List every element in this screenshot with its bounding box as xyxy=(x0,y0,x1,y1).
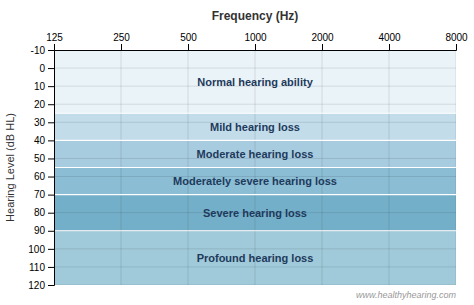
tick-label: 120 xyxy=(28,280,45,291)
band-label: Severe hearing loss xyxy=(203,207,307,219)
tick-label: 70 xyxy=(34,189,46,200)
band-labels: Normal hearing ability Mild hearing loss M… xyxy=(173,76,337,264)
x-axis-title: Frequency (Hz) xyxy=(212,9,299,23)
grid-line xyxy=(54,140,456,141)
tick-label: 100 xyxy=(28,244,45,255)
tick: 0 xyxy=(39,63,54,74)
grid-line xyxy=(54,230,456,231)
tick: -10 xyxy=(31,45,54,56)
tick-label: 10 xyxy=(34,81,46,92)
tick-label: 90 xyxy=(34,225,46,236)
tick: 30 xyxy=(34,117,54,128)
band-separator xyxy=(54,230,456,231)
tick-label: 30 xyxy=(34,117,46,128)
x-axis: 125 250 500 1000 2000 4000 8000 xyxy=(46,32,468,51)
y-axis: -10 0 10 20 30 40 50 60 70 80 90 100 110 120 xyxy=(28,45,54,291)
tick-label: 1000 xyxy=(244,32,267,43)
tick-label: 50 xyxy=(34,153,46,164)
tick: 80 xyxy=(34,207,54,218)
band-label: Profound hearing loss xyxy=(197,252,314,264)
grid-line xyxy=(54,248,456,249)
grid-line xyxy=(54,68,456,69)
chart: Normal hearing ability Mild hearing loss M… xyxy=(0,0,474,305)
tick-mark xyxy=(48,68,54,69)
annotation: www.healthyhearing.com xyxy=(356,290,457,300)
tick: 90 xyxy=(34,225,54,236)
tick-label: 4000 xyxy=(378,32,401,43)
tick-mark xyxy=(48,267,54,268)
tick-label: 125 xyxy=(46,32,63,43)
tick-label: 40 xyxy=(34,135,46,146)
band-label: Normal hearing ability xyxy=(197,76,313,88)
band-separator xyxy=(54,140,456,141)
tick-mark xyxy=(389,44,390,50)
tick-mark xyxy=(54,44,55,50)
tick: 110 xyxy=(29,262,54,273)
band-label: Moderately severe hearing loss xyxy=(173,175,337,187)
tick: 50 xyxy=(34,153,54,164)
tick-mark xyxy=(48,195,54,196)
tick-label: 20 xyxy=(34,99,46,110)
axis-line xyxy=(48,51,55,286)
tick-label: 110 xyxy=(29,262,45,273)
tick: 250 xyxy=(113,32,130,50)
tick-label: 0 xyxy=(39,63,45,74)
tick-mark xyxy=(48,213,54,214)
axis-line xyxy=(55,44,457,51)
tick: 4000 xyxy=(378,32,401,50)
tick-label: 8000 xyxy=(445,32,468,43)
tick-mark xyxy=(48,231,54,232)
tick-label: 500 xyxy=(180,32,197,43)
tick-mark xyxy=(48,177,54,178)
tick-label: 2000 xyxy=(311,32,334,43)
tick: 125 xyxy=(46,32,63,50)
tick-mark xyxy=(48,86,54,87)
band-separator xyxy=(54,167,456,168)
grid-line xyxy=(54,104,456,105)
tick-mark xyxy=(48,50,54,51)
tick: 10 xyxy=(34,81,54,92)
tick-mark xyxy=(456,44,457,50)
tick: 100 xyxy=(28,244,54,255)
grid-line xyxy=(54,194,456,195)
tick-label: -10 xyxy=(31,45,46,56)
tick-label: 60 xyxy=(34,171,46,182)
tick-mark xyxy=(48,285,54,286)
tick-mark xyxy=(48,158,54,159)
tick-mark xyxy=(48,104,54,105)
tick: 1000 xyxy=(244,32,267,50)
tick: 60 xyxy=(34,171,54,182)
tick: 20 xyxy=(34,99,54,110)
tick-mark xyxy=(121,44,122,50)
tick: 8000 xyxy=(445,32,468,50)
grid-line xyxy=(54,266,456,267)
band-separator xyxy=(54,113,456,114)
tick-mark xyxy=(322,44,323,50)
grid-line xyxy=(54,285,456,286)
marks xyxy=(54,50,456,285)
tick-label: 80 xyxy=(34,207,46,218)
tick: 70 xyxy=(34,189,54,200)
tick-mark xyxy=(48,249,54,250)
y-axis-title: Hearing Level (dB HL) xyxy=(4,113,16,222)
tick-label: 250 xyxy=(113,32,130,43)
tick: 120 xyxy=(28,280,54,291)
band-label: Mild hearing loss xyxy=(210,121,300,133)
tick-mark xyxy=(48,122,54,123)
tick: 2000 xyxy=(311,32,334,50)
band-separator xyxy=(54,194,456,195)
tick-mark xyxy=(188,44,189,50)
tick: 40 xyxy=(34,135,54,146)
plot: Normal hearing ability Mild hearing loss M… xyxy=(4,9,468,300)
tick-mark xyxy=(255,44,256,50)
tick: 500 xyxy=(180,32,197,50)
band-label: Moderate hearing loss xyxy=(197,148,314,160)
grid xyxy=(54,50,456,285)
tick-mark xyxy=(48,140,54,141)
